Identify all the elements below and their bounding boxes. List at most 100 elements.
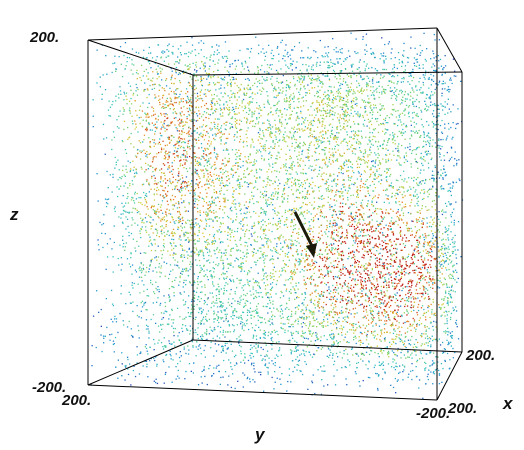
scatter-point xyxy=(346,131,348,133)
scatter-point xyxy=(278,350,280,352)
scatter-point xyxy=(341,140,343,142)
scatter-point xyxy=(213,164,215,166)
scatter-point xyxy=(280,290,282,293)
scatter-point xyxy=(134,269,137,271)
scatter-point xyxy=(113,225,115,227)
scatter-point xyxy=(124,175,126,177)
scatter-point xyxy=(390,58,392,60)
scatter-point xyxy=(384,128,386,130)
scatter-point xyxy=(302,257,304,259)
scatter-point xyxy=(193,119,196,121)
scatter-point xyxy=(314,215,316,217)
scatter-point xyxy=(116,186,118,188)
scatter-point xyxy=(300,75,302,77)
scatter-point xyxy=(323,365,325,367)
scatter-point xyxy=(367,253,369,255)
scatter-point xyxy=(451,274,453,276)
scatter-point xyxy=(301,190,304,193)
scatter-point xyxy=(453,165,455,167)
scatter-point xyxy=(258,371,260,373)
scatter-point xyxy=(173,292,175,294)
scatter-point xyxy=(438,374,441,376)
scatter-point xyxy=(261,193,263,195)
scatter-point xyxy=(138,117,140,119)
scatter-point xyxy=(290,221,292,224)
scatter-point xyxy=(332,161,334,163)
scatter-point xyxy=(389,319,391,321)
scatter-point xyxy=(372,303,375,305)
scatter-point xyxy=(353,137,355,140)
scatter-point xyxy=(323,320,325,322)
scatter-point xyxy=(247,186,249,188)
scatter-point xyxy=(147,208,149,210)
scatter-point xyxy=(230,248,232,251)
scatter-point xyxy=(170,183,172,185)
scatter-point xyxy=(240,323,242,325)
scatter-point xyxy=(287,380,289,383)
scatter-point xyxy=(387,235,389,237)
scatter-point xyxy=(290,248,292,250)
scatter-point xyxy=(345,115,347,118)
scatter-point xyxy=(417,303,420,306)
scatter-point xyxy=(286,80,288,82)
scatter-point xyxy=(134,222,136,224)
scatter-point xyxy=(381,329,383,331)
scatter-point xyxy=(250,352,252,354)
scatter-point xyxy=(380,349,382,351)
scatter-point xyxy=(162,346,164,348)
scatter-point xyxy=(303,141,305,143)
scatter-point xyxy=(288,299,290,301)
scatter-point xyxy=(330,310,332,313)
scatter-point xyxy=(368,361,370,363)
scatter-point xyxy=(252,379,254,381)
scatter-point xyxy=(398,188,400,191)
scatter-point xyxy=(229,293,231,295)
scatter-point xyxy=(412,89,414,91)
scatter-point xyxy=(291,69,293,71)
scatter-point xyxy=(147,164,149,166)
scatter-point xyxy=(300,87,302,89)
scatter-point xyxy=(449,301,451,303)
scatter-point xyxy=(322,107,324,109)
scatter-point xyxy=(248,104,250,106)
scatter-point xyxy=(183,131,185,134)
scatter-point xyxy=(140,302,142,304)
scatter-point xyxy=(233,329,236,331)
scatter-point xyxy=(313,279,315,281)
scatter-point xyxy=(140,263,142,265)
scatter-point xyxy=(447,86,450,88)
scatter-point xyxy=(284,284,286,286)
scatter-point xyxy=(321,274,324,276)
scatter-point xyxy=(158,99,160,102)
scatter-point xyxy=(354,313,356,315)
scatter-point xyxy=(224,206,227,208)
scatter-point xyxy=(158,211,160,213)
scatter-point xyxy=(366,114,368,116)
scatter-point xyxy=(284,263,286,265)
scatter-point xyxy=(384,293,386,295)
scatter-point xyxy=(342,80,345,82)
scatter-point xyxy=(208,249,211,251)
scatter-point xyxy=(432,298,434,301)
scatter-point xyxy=(224,344,226,347)
scatter-point xyxy=(253,161,255,163)
scatter-point xyxy=(197,119,199,122)
scatter-point xyxy=(165,193,167,195)
scatter-point xyxy=(401,124,403,126)
scatter-point xyxy=(416,113,418,115)
scatter-point xyxy=(148,52,150,54)
scatter-point xyxy=(99,76,101,78)
scatter-point xyxy=(157,44,160,46)
scatter-point xyxy=(372,104,375,106)
scatter-point xyxy=(208,68,210,70)
scatter-point xyxy=(164,158,166,160)
scatter-point xyxy=(160,56,163,58)
scatter-point xyxy=(323,335,325,337)
scatter-point xyxy=(333,278,335,280)
scatter-point xyxy=(381,333,383,335)
scatter-point xyxy=(177,137,180,140)
scatter-point xyxy=(271,376,273,379)
scatter-point xyxy=(370,94,373,96)
scatter-point xyxy=(173,331,175,333)
scatter-point xyxy=(460,256,462,258)
